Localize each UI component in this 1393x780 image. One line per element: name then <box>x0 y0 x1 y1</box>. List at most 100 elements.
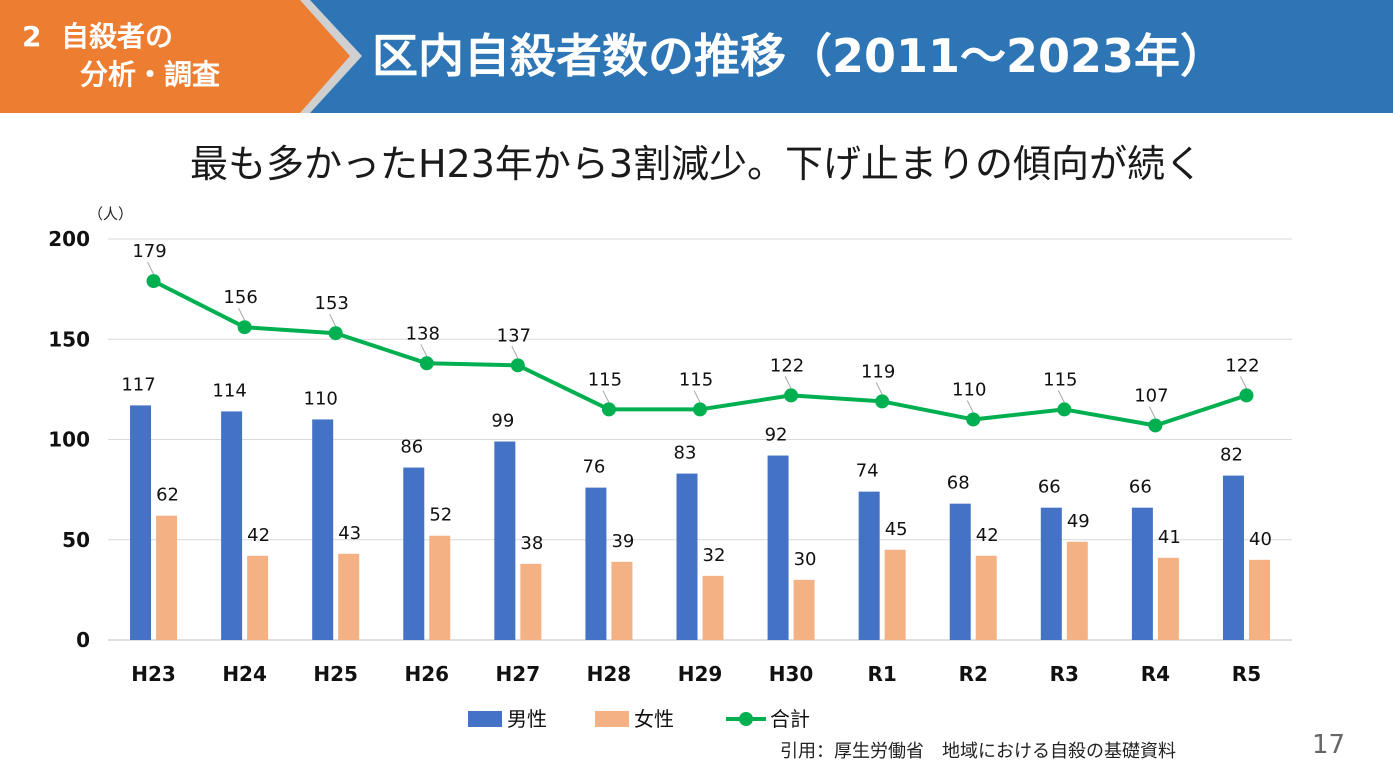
point-total-H28 <box>601 402 616 417</box>
bar-male-R2 <box>949 503 971 640</box>
bar-female-R1 <box>884 549 906 640</box>
y-unit-label: （人） <box>88 205 133 223</box>
header-banner: 2 自殺者の 分析・調査 区内自殺者数の推移（2011～2023年） <box>0 0 1393 113</box>
data-label-total-H29: 115 <box>679 369 713 390</box>
legend-swatch-female <box>595 711 629 727</box>
bar-female-H25 <box>338 553 360 640</box>
x-tick-label-R3: R3 <box>1050 662 1079 686</box>
data-label-female-H29: 32 <box>703 545 726 566</box>
section-line1-text: 自殺者の <box>60 20 173 53</box>
point-total-H25 <box>328 326 343 341</box>
legend-label-total: 合計 <box>770 707 810 731</box>
leader-total-R2 <box>966 400 974 413</box>
point-total-H30 <box>784 388 799 403</box>
bar-male-H27 <box>494 441 516 640</box>
data-label-total-R4: 107 <box>1134 385 1168 406</box>
bar-male-H29 <box>676 473 698 640</box>
x-tick-label-H30: H30 <box>769 662 814 686</box>
bar-female-H26 <box>429 535 451 640</box>
data-label-female-H27: 38 <box>520 533 543 554</box>
bar-female-H27 <box>520 563 542 640</box>
legend-label-male: 男性 <box>507 707 547 731</box>
y-tick-label-0: 0 <box>76 628 90 652</box>
data-label-male-R3: 66 <box>1038 477 1061 498</box>
section-label-line2: 分析・調査 <box>80 58 221 91</box>
header-shapes <box>0 0 1393 113</box>
data-label-female-H26: 52 <box>429 505 452 526</box>
bar-male-H24 <box>221 411 243 640</box>
leader-total-H30 <box>784 376 792 389</box>
y-tick-label-50: 50 <box>62 528 90 552</box>
point-total-H24 <box>237 320 252 335</box>
point-total-R1 <box>875 394 890 409</box>
bar-male-H25 <box>312 419 334 640</box>
bar-male-R5 <box>1222 475 1244 640</box>
data-label-male-H27: 99 <box>491 411 514 432</box>
legend-label-female: 女性 <box>634 707 674 731</box>
data-label-total-H27: 137 <box>497 325 531 346</box>
data-label-female-H30: 30 <box>794 549 817 570</box>
bar-female-H30 <box>793 579 815 640</box>
data-label-male-H24: 114 <box>212 380 246 401</box>
data-label-female-H23: 62 <box>156 485 179 506</box>
legend-swatch-male <box>468 711 502 727</box>
section-label-line1: 2 自殺者の <box>16 18 316 56</box>
bar-female-R2 <box>975 555 997 640</box>
leader-total-R4 <box>1148 406 1156 419</box>
x-tick-label-R2: R2 <box>959 662 988 686</box>
y-tick-label-200: 200 <box>48 227 90 251</box>
y-tick-label-150: 150 <box>48 327 90 351</box>
x-tick-label-H28: H28 <box>587 662 632 686</box>
source-citation: 引用：厚生労働省 地域における自殺の基礎資料 <box>780 741 1176 762</box>
leader-total-R1 <box>875 382 883 395</box>
data-label-male-H23: 117 <box>121 374 155 395</box>
bar-female-H24 <box>247 555 269 640</box>
legend-marker-total <box>739 712 753 726</box>
bar-male-R4 <box>1131 507 1153 640</box>
data-label-female-R1: 45 <box>885 519 908 540</box>
data-label-female-R4: 41 <box>1158 527 1181 548</box>
data-label-female-R5: 40 <box>1249 529 1272 550</box>
data-label-total-R2: 110 <box>952 379 986 400</box>
data-label-total-H25: 153 <box>315 293 349 314</box>
data-label-total-H28: 115 <box>588 369 622 390</box>
data-label-male-H28: 76 <box>582 457 605 478</box>
leader-total-H24 <box>238 307 246 321</box>
section-chevron <box>0 0 350 113</box>
point-total-H29 <box>693 402 707 417</box>
x-tick-label-R5: R5 <box>1232 662 1261 686</box>
leader-total-H26 <box>420 344 428 357</box>
point-total-R4 <box>1148 418 1163 433</box>
bar-male-H30 <box>767 455 789 640</box>
data-label-total-H24: 156 <box>223 287 257 308</box>
x-tick-label-H25: H25 <box>313 662 358 686</box>
data-label-total-H30: 122 <box>770 355 804 376</box>
leader-total-R5 <box>1240 376 1247 389</box>
chart-subtitle: 最も多かったH23年から3割減少。下げ止まりの傾向が続く <box>189 142 1204 186</box>
point-total-H23 <box>146 274 161 289</box>
data-label-total-H23: 179 <box>132 241 166 262</box>
data-label-total-R1: 119 <box>861 361 895 382</box>
data-label-male-H29: 83 <box>674 443 697 464</box>
data-label-female-R2: 42 <box>976 525 999 546</box>
point-total-R3 <box>1057 402 1072 417</box>
bar-female-H29 <box>702 575 724 640</box>
bar-female-R3 <box>1066 541 1088 640</box>
leader-total-H28 <box>602 390 610 403</box>
x-tick-label-H29: H29 <box>678 662 723 686</box>
data-label-male-R2: 68 <box>947 473 970 494</box>
bar-male-H26 <box>403 467 425 640</box>
section-number: 2 <box>22 20 42 53</box>
data-label-female-H24: 42 <box>247 525 270 546</box>
data-label-female-H28: 39 <box>611 531 634 552</box>
point-total-R2 <box>966 412 981 427</box>
x-tick-label-H26: H26 <box>404 662 449 686</box>
data-label-male-R4: 66 <box>1129 477 1152 498</box>
leader-total-H29 <box>693 390 701 403</box>
bar-female-R5 <box>1248 559 1270 640</box>
bar-male-R3 <box>1040 507 1062 640</box>
data-label-total-R3: 115 <box>1043 369 1077 390</box>
bar-female-H28 <box>611 561 633 640</box>
x-tick-label-H24: H24 <box>222 662 267 686</box>
data-label-female-R3: 49 <box>1067 511 1090 532</box>
